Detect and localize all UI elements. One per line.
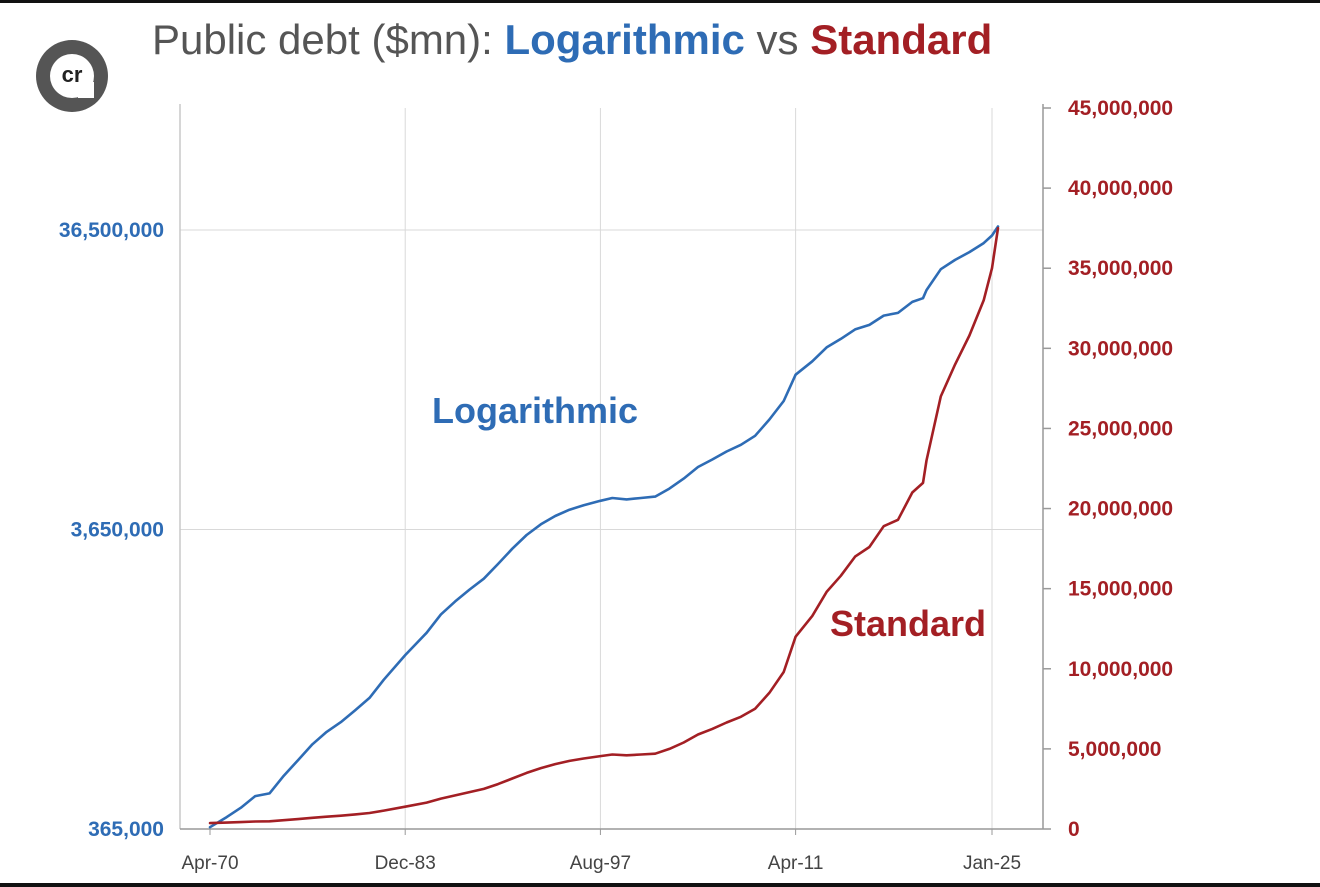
x-tick-label: Apr-11 (768, 853, 824, 874)
right-tick-label: 0 (1068, 818, 1080, 841)
annotation-log: Logarithmic (432, 390, 638, 431)
x-tick-label: Aug-97 (570, 853, 631, 874)
right-tick-label: 45,000,000 (1068, 97, 1173, 120)
x-tick-label: Apr-70 (181, 853, 238, 874)
right-tick-label: 5,000,000 (1068, 738, 1161, 761)
x-tick-label: Dec-83 (375, 853, 436, 874)
left-tick-label: 36,500,000 (59, 219, 164, 242)
left-axis-ticks: 365,000 3,650,000 36,500,000 (59, 219, 164, 841)
left-tick-label: 3,650,000 (71, 519, 164, 542)
right-tick-label: 15,000,000 (1068, 578, 1173, 601)
right-tick-label: 20,000,000 (1068, 498, 1173, 521)
series-line-standard (208, 226, 1000, 825)
cr-logo: cr (36, 40, 108, 112)
left-tick-label: 365,000 (88, 818, 164, 841)
right-tick-label: 35,000,000 (1068, 257, 1173, 280)
title-logarithmic: Logarithmic (504, 16, 745, 63)
title-standard: Standard (810, 16, 993, 63)
right-tick-label: 25,000,000 (1068, 417, 1173, 440)
title-vs: vs (744, 16, 811, 63)
right-tick-label: 10,000,000 (1068, 658, 1173, 681)
right-axis-ticks: 0 5,000,000 10,000,000 15,000,000 20,000,000… (1043, 97, 1173, 841)
logo-text: cr (61, 62, 83, 87)
chart-title: Public debt ($mn): Logarithmic vs Standa… (152, 12, 992, 68)
right-tick-label: 40,000,000 (1068, 177, 1173, 200)
chart-axes (179, 104, 1044, 830)
x-tick-label: Jan-25 (963, 853, 1021, 874)
series-line-log (208, 225, 1000, 829)
x-axis-ticks: Apr-70 Dec-83 Aug-97 Apr-11 Jan-25 (181, 829, 1021, 874)
title-prefix: Public debt ($mn): (152, 16, 505, 63)
grid-lines (180, 108, 1043, 829)
series-lines (208, 225, 1000, 829)
annotation-standard: Standard (830, 603, 986, 644)
right-tick-label: 30,000,000 (1068, 337, 1173, 360)
series-annotations: Logarithmic Standard (432, 390, 986, 644)
